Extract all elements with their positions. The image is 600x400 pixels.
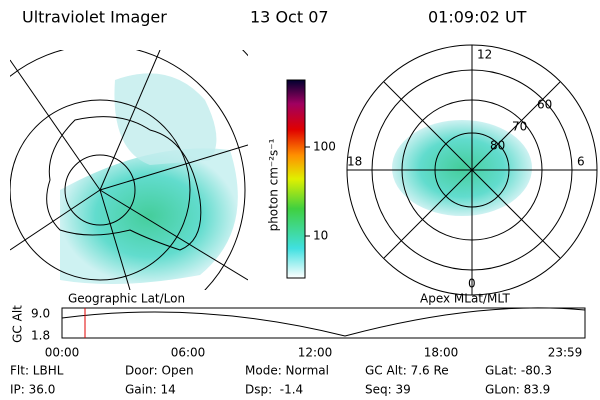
info-field: IP: 36.0 bbox=[10, 383, 55, 397]
colorbar bbox=[286, 79, 306, 279]
lat-label: 80 bbox=[490, 139, 505, 153]
x-tick-label: 06:00 bbox=[171, 346, 206, 360]
lat-label: 60 bbox=[537, 98, 552, 112]
info-field: GLat: -80.3 bbox=[485, 364, 552, 378]
x-tick-label: 00:00 bbox=[45, 346, 80, 360]
info-field: Gain: 14 bbox=[125, 383, 176, 397]
y-tick-label: 1.8 bbox=[31, 329, 50, 343]
x-tick-label: 23:59 bbox=[548, 346, 583, 360]
date: 13 Oct 07 bbox=[250, 8, 329, 27]
mlt-label: 0 bbox=[468, 277, 476, 291]
y-label: GC Alt bbox=[11, 305, 25, 343]
info-field: Door: Open bbox=[125, 364, 194, 378]
colorbar-tick: 100 bbox=[313, 140, 336, 154]
title: Ultraviolet Imager bbox=[22, 8, 167, 27]
info-field: Mode: Normal bbox=[245, 364, 329, 378]
altitude-frame bbox=[61, 307, 586, 339]
altitude-curve bbox=[61, 307, 586, 337]
x-tick-label: 18:00 bbox=[424, 346, 459, 360]
colorbar-label: photon cm⁻²s⁻¹ bbox=[267, 138, 281, 231]
info-field: GLon: 83.9 bbox=[485, 383, 550, 397]
time: 01:09:02 UT bbox=[428, 8, 527, 27]
mlt-label: 12 bbox=[477, 48, 492, 62]
mlt-label: 6 bbox=[577, 155, 585, 169]
info-field: Flt: LBHL bbox=[10, 364, 64, 378]
info-panel: Flt: LBHL Door: Open Mode: Normal GC Alt: 7… bbox=[10, 364, 552, 397]
geographic-map bbox=[10, 50, 248, 290]
right-caption: Apex MLat/MLT bbox=[420, 292, 510, 306]
info-field: Seq: 39 bbox=[365, 383, 411, 397]
y-tick-label: 9.0 bbox=[31, 307, 50, 321]
lat-label: 70 bbox=[512, 120, 527, 134]
left-caption: Geographic Lat/Lon bbox=[68, 292, 185, 306]
polar-plot bbox=[346, 44, 598, 296]
mlt-label: 18 bbox=[347, 155, 362, 169]
x-tick-label: 12:00 bbox=[298, 346, 333, 360]
info-field: GC Alt: 7.6 Re bbox=[365, 364, 449, 378]
colorbar-tick: 10 bbox=[313, 229, 328, 243]
info-field: Dsp: -1.4 bbox=[245, 383, 303, 397]
